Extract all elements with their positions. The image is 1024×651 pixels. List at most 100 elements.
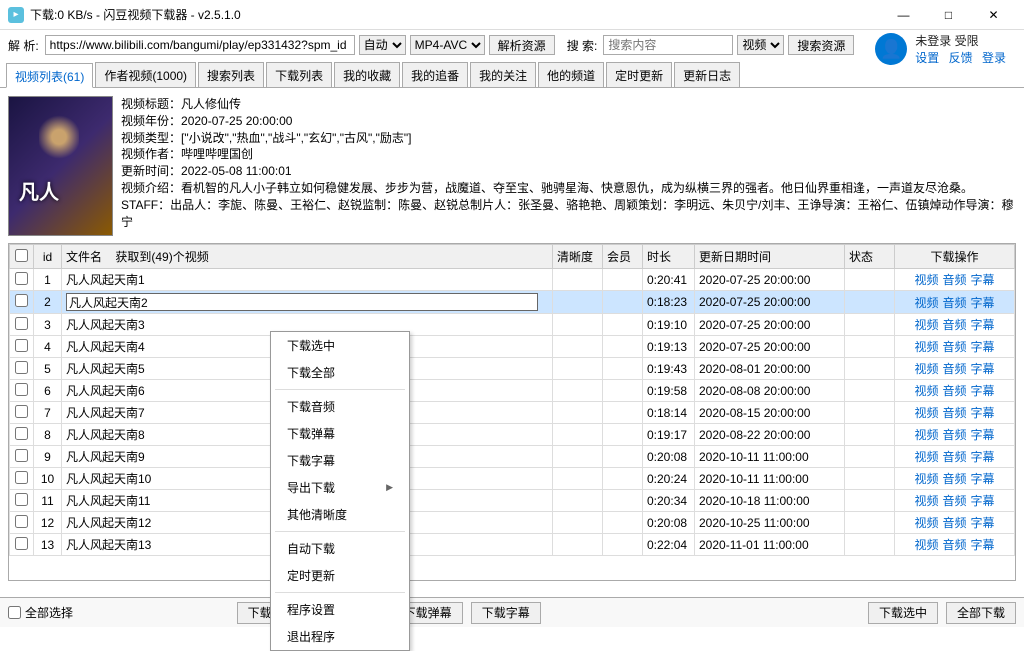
table-row[interactable]: 10凡人风起天南100:20:242020-10-11 11:00:00视频音频… — [10, 468, 1015, 490]
row-checkbox[interactable] — [15, 405, 28, 418]
tab-9[interactable]: 更新日志 — [674, 62, 740, 87]
settings-link[interactable]: 设置 — [915, 51, 939, 65]
audio-link[interactable]: 音频 — [942, 406, 966, 420]
row-checkbox[interactable] — [15, 515, 28, 528]
row-checkbox[interactable] — [15, 427, 28, 440]
table-row[interactable]: 12凡人风起天南120:20:082020-10-25 11:00:00视频音频… — [10, 512, 1015, 534]
sub-link[interactable]: 字幕 — [971, 516, 995, 530]
table-row[interactable]: 6凡人风起天南60:19:582020-08-08 20:00:00视频音频字幕 — [10, 380, 1015, 402]
sub-link[interactable]: 字幕 — [971, 450, 995, 464]
tab-0[interactable]: 视频列表(61) — [6, 63, 93, 88]
row-checkbox[interactable] — [15, 361, 28, 374]
menu-item[interactable]: 其他清晰度 — [271, 501, 409, 528]
auto-select[interactable]: 自动 — [359, 35, 406, 55]
row-checkbox[interactable] — [15, 471, 28, 484]
menu-item[interactable]: 下载选中 — [271, 332, 409, 359]
sub-link[interactable]: 字幕 — [971, 494, 995, 508]
video-link[interactable]: 视频 — [914, 450, 938, 464]
row-checkbox[interactable] — [15, 317, 28, 330]
col-clarity[interactable]: 清晰度 — [553, 245, 603, 269]
audio-link[interactable]: 音频 — [942, 538, 966, 552]
menu-item[interactable]: 自动下载 — [271, 535, 409, 562]
row-checkbox[interactable] — [15, 493, 28, 506]
sub-link[interactable]: 字幕 — [971, 362, 995, 376]
tab-6[interactable]: 我的关注 — [470, 62, 536, 87]
video-link[interactable]: 视频 — [914, 494, 938, 508]
audio-link[interactable]: 音频 — [942, 273, 966, 287]
sub-link[interactable]: 字幕 — [971, 296, 995, 310]
sub-link[interactable]: 字幕 — [971, 340, 995, 354]
row-checkbox[interactable] — [15, 272, 28, 285]
search-type-select[interactable]: 视频 — [737, 35, 784, 55]
sub-link[interactable]: 字幕 — [971, 318, 995, 332]
tab-8[interactable]: 定时更新 — [606, 62, 672, 87]
col-status[interactable]: 状态 — [845, 245, 895, 269]
col-id[interactable]: id — [34, 245, 62, 269]
table-row[interactable]: 11凡人风起天南110:20:342020-10-18 11:00:00视频音频… — [10, 490, 1015, 512]
video-thumbnail[interactable] — [8, 96, 113, 236]
col-vip[interactable]: 会员 — [603, 245, 643, 269]
tab-7[interactable]: 他的频道 — [538, 62, 604, 87]
row-name[interactable] — [62, 291, 553, 314]
menu-item[interactable]: 程序设置 — [271, 596, 409, 623]
video-link[interactable]: 视频 — [914, 384, 938, 398]
audio-link[interactable]: 音频 — [942, 516, 966, 530]
sub-link[interactable]: 字幕 — [971, 406, 995, 420]
url-input[interactable] — [45, 35, 355, 55]
row-name[interactable]: 凡人风起天南1 — [62, 269, 553, 291]
login-link[interactable]: 登录 — [982, 51, 1006, 65]
download-selected-button[interactable]: 下载选中 — [868, 602, 938, 624]
row-checkbox[interactable] — [15, 339, 28, 352]
row-checkbox[interactable] — [15, 383, 28, 396]
menu-item[interactable]: 下载音频 — [271, 393, 409, 420]
audio-link[interactable]: 音频 — [942, 384, 966, 398]
parse-button[interactable]: 解析资源 — [489, 35, 555, 55]
feedback-link[interactable]: 反馈 — [949, 51, 973, 65]
audio-link[interactable]: 音频 — [942, 362, 966, 376]
select-all-checkbox[interactable]: 全部选择 — [8, 604, 73, 621]
search-input[interactable] — [603, 35, 733, 55]
table-row[interactable]: 4凡人风起天南40:19:132020-07-25 20:00:00视频音频字幕 — [10, 336, 1015, 358]
download-all-button[interactable]: 全部下载 — [946, 602, 1016, 624]
col-check[interactable] — [10, 245, 34, 269]
close-button[interactable]: ✕ — [971, 0, 1016, 30]
tab-2[interactable]: 搜索列表 — [198, 62, 264, 87]
menu-item[interactable]: 下载弹幕 — [271, 420, 409, 447]
sub-link[interactable]: 字幕 — [971, 472, 995, 486]
video-link[interactable]: 视频 — [914, 296, 938, 310]
sub-link[interactable]: 字幕 — [971, 384, 995, 398]
audio-link[interactable]: 音频 — [942, 472, 966, 486]
sub-link[interactable]: 字幕 — [971, 538, 995, 552]
video-link[interactable]: 视频 — [914, 340, 938, 354]
video-link[interactable]: 视频 — [914, 516, 938, 530]
col-name[interactable]: 文件名 获取到(49)个视频 — [62, 245, 553, 269]
audio-link[interactable]: 音频 — [942, 494, 966, 508]
table-row[interactable]: 9凡人风起天南90:20:082020-10-11 11:00:00视频音频字幕 — [10, 446, 1015, 468]
video-link[interactable]: 视频 — [914, 428, 938, 442]
video-link[interactable]: 视频 — [914, 472, 938, 486]
col-date[interactable]: 更新日期时间 — [695, 245, 845, 269]
row-checkbox[interactable] — [15, 449, 28, 462]
table-row[interactable]: 1凡人风起天南10:20:412020-07-25 20:00:00视频音频字幕 — [10, 269, 1015, 291]
audio-link[interactable]: 音频 — [942, 428, 966, 442]
row-checkbox[interactable] — [15, 294, 28, 307]
table-row[interactable]: 13凡人风起天南130:22:042020-11-01 11:00:00视频音频… — [10, 534, 1015, 556]
avatar[interactable]: 👤 — [875, 33, 907, 65]
video-link[interactable]: 视频 — [914, 273, 938, 287]
audio-link[interactable]: 音频 — [942, 450, 966, 464]
audio-link[interactable]: 音频 — [942, 296, 966, 310]
maximize-button[interactable]: □ — [926, 0, 971, 30]
video-link[interactable]: 视频 — [914, 318, 938, 332]
download-sub-button[interactable]: 下载字幕 — [471, 602, 541, 624]
col-duration[interactable]: 时长 — [643, 245, 695, 269]
video-link[interactable]: 视频 — [914, 538, 938, 552]
menu-item[interactable]: 下载字幕 — [271, 447, 409, 474]
table-row[interactable]: 20:18:232020-07-25 20:00:00视频音频字幕 — [10, 291, 1015, 314]
format-select[interactable]: MP4-AVC — [410, 35, 485, 55]
tab-1[interactable]: 作者视频(1000) — [95, 62, 196, 87]
sub-link[interactable]: 字幕 — [971, 428, 995, 442]
table-row[interactable]: 7凡人风起天南70:18:142020-08-15 20:00:00视频音频字幕 — [10, 402, 1015, 424]
col-action[interactable]: 下载操作 — [895, 245, 1015, 269]
minimize-button[interactable]: — — [881, 0, 926, 30]
table-row[interactable]: 8凡人风起天南80:19:172020-08-22 20:00:00视频音频字幕 — [10, 424, 1015, 446]
